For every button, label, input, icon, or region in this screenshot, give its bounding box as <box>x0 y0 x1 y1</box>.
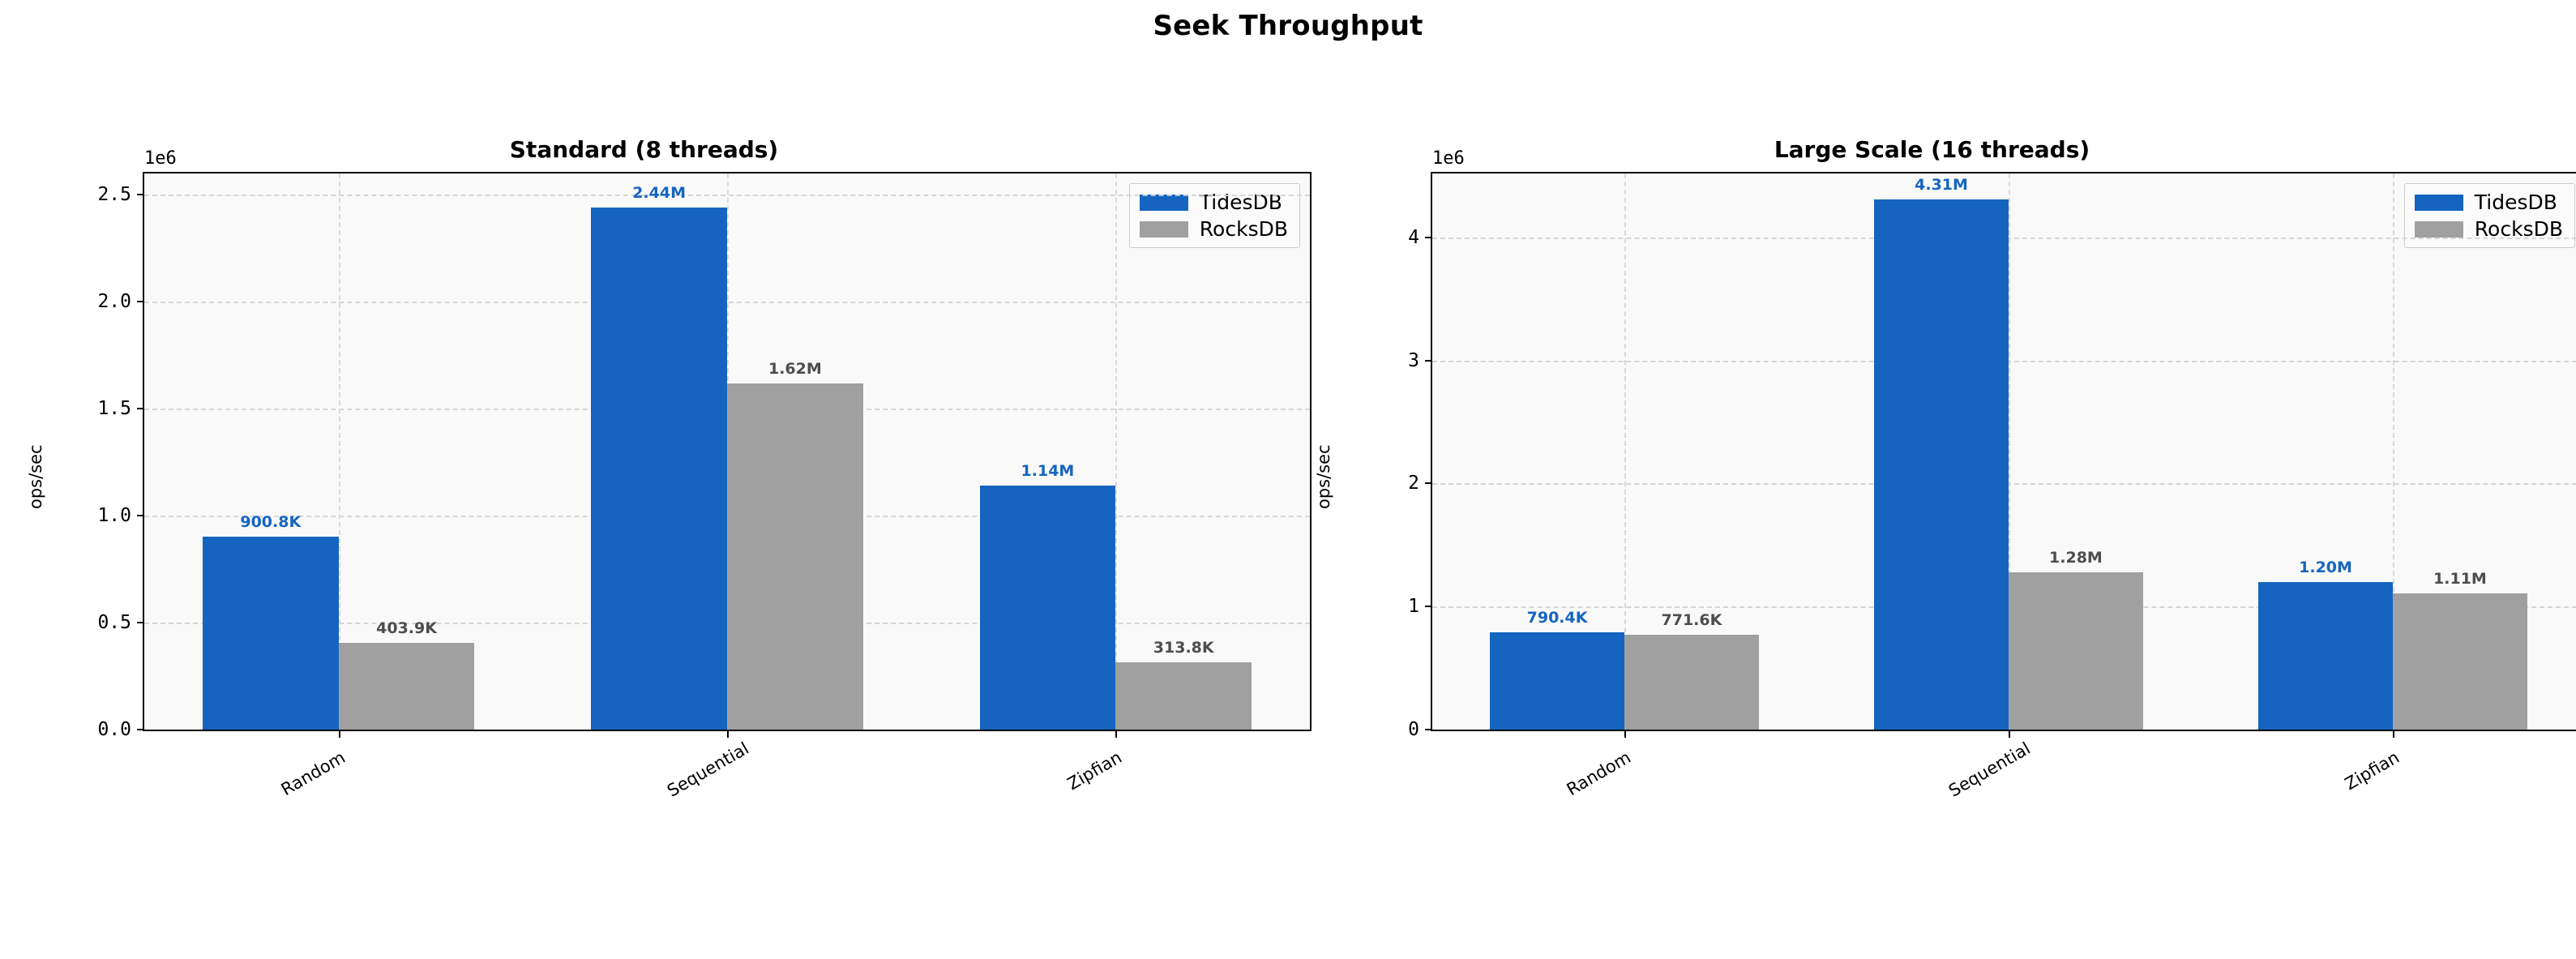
subplot-standard-8-threads: Standard (8 threads) ops/sec 1e6 TidesDB… <box>0 136 1312 894</box>
y-axis-offset-text: 1e6 <box>1432 148 1465 169</box>
x-tick-label: Zipfian <box>2341 747 2403 794</box>
bar-rocksdb-sequential[interactable] <box>2009 572 2143 730</box>
bar-tidesdb-random[interactable] <box>202 537 339 730</box>
bar-value-label: 1.28M <box>2049 548 2103 567</box>
y-tick-label: 1.5 <box>97 398 131 420</box>
y-tick-label: 4 <box>1408 226 1419 248</box>
y-axis-label: ops/sec <box>26 444 45 509</box>
y-tick-label: 2 <box>1408 473 1419 494</box>
y-tick-label: 0.5 <box>97 612 131 634</box>
bar-value-label: 1.11M <box>2433 569 2487 588</box>
bar-value-label: 403.9K <box>376 619 437 638</box>
bar-tidesdb-sequential[interactable] <box>591 208 727 730</box>
bar-rocksdb-random[interactable] <box>1624 634 1759 730</box>
figure-title: Seek Throughput <box>1153 10 1423 42</box>
x-gridline <box>1624 173 1626 730</box>
x-gridline <box>2393 173 2394 730</box>
x-tick-label: Random <box>277 747 349 800</box>
bar-value-label: 2.44M <box>632 184 687 203</box>
bar-tidesdb-random[interactable] <box>1490 632 1624 730</box>
y-tick-mark <box>1425 606 1432 608</box>
subplot-title: Standard (8 threads) <box>509 136 779 163</box>
x-tick-mark <box>2393 730 2394 738</box>
legend-item-rocksdb[interactable]: RocksDB <box>1139 217 1288 241</box>
y-tick-label: 2.0 <box>97 291 131 313</box>
y-tick-mark <box>1425 729 1432 730</box>
y-tick-mark <box>137 515 144 517</box>
y-tick-label: 1.0 <box>97 505 131 527</box>
bar-rocksdb-zipfian[interactable] <box>1115 662 1252 730</box>
x-tick-mark <box>1624 730 1626 738</box>
legend-label-rocksdb: RocksDB <box>2474 217 2563 241</box>
bar-rocksdb-sequential[interactable] <box>727 383 863 730</box>
bar-value-label: 771.6K <box>1661 610 1722 629</box>
x-tick-mark <box>1115 730 1118 738</box>
legend-label-rocksdb: RocksDB <box>1199 217 1288 241</box>
x-tick-mark <box>338 730 340 738</box>
legend-label-tidesdb: TidesDB <box>2474 191 2557 214</box>
y-tick-label: 0 <box>1408 719 1419 740</box>
y-tick-mark <box>137 622 144 624</box>
bar-tidesdb-zipfian[interactable] <box>2258 581 2393 730</box>
x-gridline <box>2009 173 2010 730</box>
bar-value-label: 313.8K <box>1153 639 1214 657</box>
legend: TidesDB RocksDB <box>1128 183 1300 248</box>
y-tick-mark <box>1425 236 1432 238</box>
y-tick-label: 2.5 <box>97 184 131 206</box>
y-tick-mark <box>137 408 144 410</box>
x-gridline <box>338 173 340 730</box>
legend: TidesDB RocksDB <box>2403 183 2575 248</box>
legend-swatch-rocksdb <box>1139 220 1188 238</box>
legend-item-tidesdb[interactable]: TidesDB <box>2414 191 2563 214</box>
y-tick-mark <box>137 729 144 730</box>
bar-rocksdb-zipfian[interactable] <box>2393 593 2527 730</box>
x-tick-label: Zipfian <box>1064 747 1126 794</box>
legend-swatch-tidesdb <box>1139 194 1188 211</box>
bar-value-label: 790.4K <box>1526 609 1588 627</box>
y-tick-mark <box>1425 359 1432 362</box>
bar-tidesdb-sequential[interactable] <box>1874 199 2009 730</box>
x-gridline <box>1115 173 1118 730</box>
y-tick-label: 3 <box>1408 349 1419 371</box>
bar-value-label: 900.8K <box>240 513 302 532</box>
y-tick-label: 1 <box>1408 596 1419 618</box>
y-tick-mark <box>1425 482 1432 485</box>
bar-value-label: 1.62M <box>768 359 822 378</box>
y-axis-offset-text: 1e6 <box>144 148 177 169</box>
x-tick-mark <box>727 730 729 738</box>
bar-tidesdb-zipfian[interactable] <box>979 486 1116 730</box>
legend-swatch-tidesdb <box>2414 194 2463 211</box>
x-tick-mark <box>2009 730 2010 738</box>
y-axis-label: ops/sec <box>1314 444 1333 509</box>
subplot-title: Large Scale (16 threads) <box>1774 136 2090 163</box>
legend-item-rocksdb[interactable]: RocksDB <box>2414 217 2563 241</box>
legend-swatch-rocksdb <box>2414 220 2463 238</box>
x-tick-label: Random <box>1563 747 1634 800</box>
x-tick-label: Sequential <box>664 739 752 801</box>
bar-value-label: 4.31M <box>1915 175 1968 194</box>
y-tick-mark <box>137 194 144 196</box>
subplot-large-scale-16-threads: Large Scale (16 threads) ops/sec 1e6 Tid… <box>1288 136 2576 894</box>
bar-value-label: 1.14M <box>1021 462 1075 481</box>
plot-area: 1e6 TidesDB RocksDB 0 1 2 3 4 Random 790.4K 771… <box>1408 148 2576 801</box>
y-tick-label: 0.0 <box>97 719 131 740</box>
y-tick-mark <box>137 301 144 303</box>
bar-rocksdb-random[interactable] <box>338 643 475 730</box>
x-tick-label: Sequential <box>1945 739 2034 801</box>
plot-area: 1e6 TidesDB RocksDB 0.0 0.5 1.0 1.5 2.0 2.5 Ra… <box>97 148 1312 801</box>
bar-value-label: 1.20M <box>2299 558 2352 576</box>
